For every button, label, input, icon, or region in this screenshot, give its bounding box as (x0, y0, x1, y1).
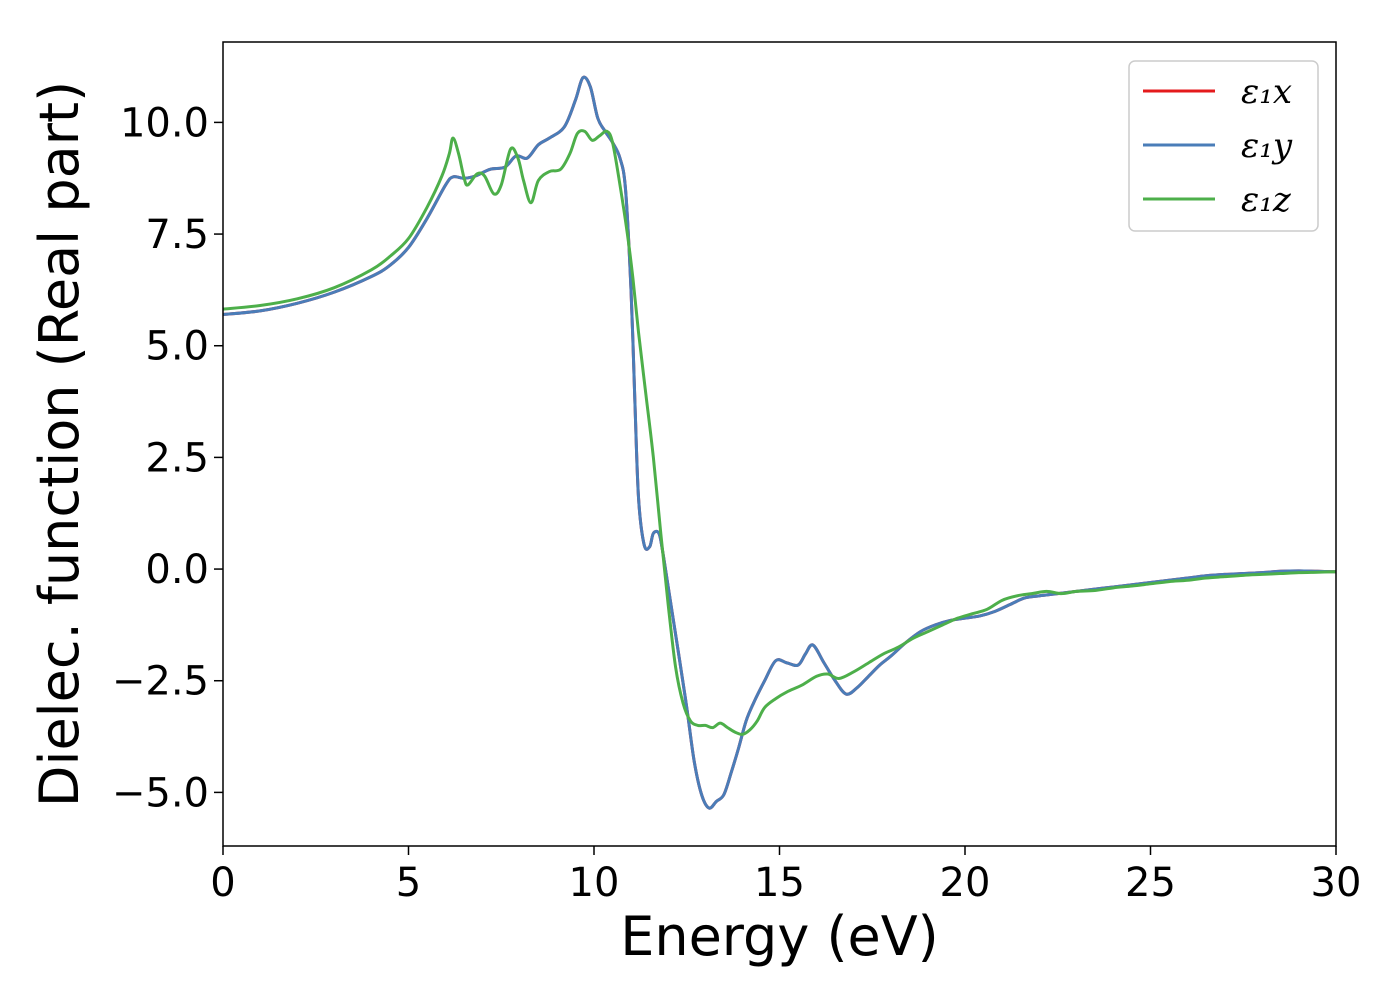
y-axis-title: Dielec. function (Real part) (28, 81, 91, 807)
y-tick-label: −2.5 (112, 659, 209, 705)
y-tick-label: 0.0 (145, 547, 209, 593)
x-tick-label: 5 (396, 860, 421, 906)
y-tick-label: 7.5 (145, 212, 209, 258)
x-axis-ticks: 0 5 10 15 20 25 30 (210, 846, 1361, 906)
x-tick-label: 15 (754, 860, 805, 906)
x-axis-title: Energy (eV) (620, 905, 939, 968)
legend-label: ε₁y (1241, 126, 1293, 166)
y-tick-label: −5.0 (112, 770, 209, 816)
x-tick-label: 30 (1311, 860, 1362, 906)
y-tick-label: 5.0 (145, 324, 209, 370)
legend-label: ε₁z (1241, 180, 1292, 220)
legend-label: ε₁x (1241, 72, 1292, 112)
y-tick-label: 10.0 (120, 100, 209, 146)
legend: ε₁x ε₁y ε₁z (1128, 60, 1319, 232)
series-layer (223, 75, 1336, 810)
y-axis-ticks: −5.0 −2.5 0.0 2.5 5.0 7.5 10.0 (112, 100, 223, 816)
series-line-3 (223, 129, 1336, 736)
x-tick-label: 20 (940, 860, 991, 906)
legend-box (1128, 60, 1319, 232)
x-tick-label: 0 (210, 860, 235, 906)
x-tick-label: 10 (569, 860, 620, 906)
legend-entries: ε₁x ε₁y ε₁z (1143, 72, 1293, 220)
y-tick-label: 2.5 (145, 435, 209, 481)
x-tick-label: 25 (1125, 860, 1176, 906)
